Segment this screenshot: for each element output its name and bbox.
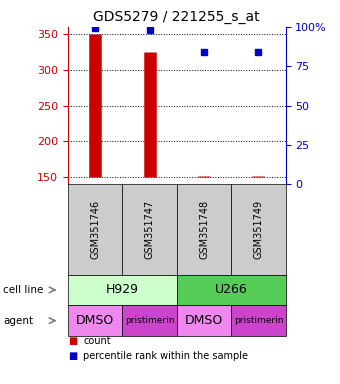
Text: count: count: [83, 336, 111, 346]
Text: GSM351749: GSM351749: [253, 200, 264, 259]
Text: percentile rank within the sample: percentile rank within the sample: [83, 351, 248, 361]
Text: U266: U266: [215, 283, 248, 296]
Text: GSM351748: GSM351748: [199, 200, 209, 259]
Text: cell line: cell line: [3, 285, 44, 295]
Text: ■: ■: [68, 336, 77, 346]
Text: agent: agent: [3, 316, 34, 326]
Text: pristimerin: pristimerin: [125, 316, 174, 325]
Text: DMSO: DMSO: [185, 314, 223, 327]
Text: ■: ■: [68, 351, 77, 361]
Text: pristimerin: pristimerin: [234, 316, 283, 325]
Text: H929: H929: [106, 283, 139, 296]
Title: GDS5279 / 221255_s_at: GDS5279 / 221255_s_at: [94, 10, 260, 25]
Text: GSM351747: GSM351747: [144, 200, 155, 259]
Text: DMSO: DMSO: [76, 314, 114, 327]
Text: GSM351746: GSM351746: [90, 200, 100, 259]
